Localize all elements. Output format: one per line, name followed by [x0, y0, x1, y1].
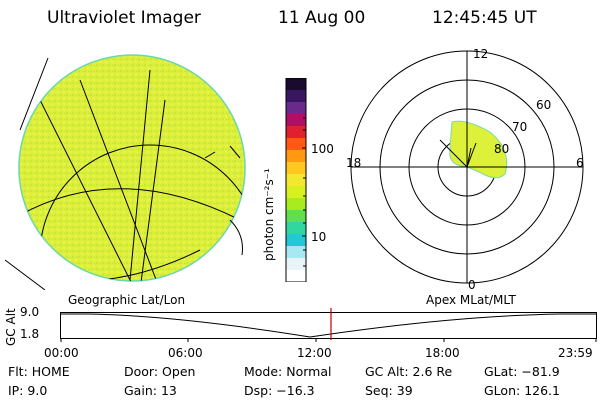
mlt-label-6: 6 [576, 156, 584, 170]
timeline-ytick-top: 9.0 [20, 305, 40, 319]
apex-caption: Apex MLat/MLT [426, 293, 516, 307]
timeline-xtick-0: 00:00 [44, 346, 79, 360]
status-gcalt: GC Alt: 2.6 Re [365, 364, 453, 379]
mlt-label-12: 12 [473, 47, 489, 61]
timeline-xtick-3: 18:00 [425, 346, 460, 360]
altitude-timeline [60, 308, 597, 342]
altitude-curve [60, 313, 596, 338]
timeline-xtick-1: 06:00 [168, 346, 203, 360]
colorbar-swatch [286, 258, 306, 271]
status-ip: IP: 9.0 [8, 383, 48, 398]
colorbar-swatch [286, 150, 306, 163]
colorbar-swatch [286, 246, 306, 259]
colorbar-tick-10: 10 [311, 230, 327, 244]
colorbar-tick-100: 100 [311, 142, 334, 156]
status-dsp: Dsp: −16.3 [244, 383, 315, 398]
colorbar-swatch [286, 114, 306, 127]
geographic-caption: Geographic Lat/Lon [68, 293, 186, 307]
instrument-title: Ultraviolet Imager [47, 8, 201, 28]
colorbar-swatch [286, 90, 306, 103]
status-glat: GLat: −81.9 [484, 364, 560, 379]
colorbar-unit-label: photon cm⁻²s⁻¹ [262, 168, 276, 261]
colorbar-swatch [286, 102, 306, 115]
status-mode: Mode: Normal [244, 364, 332, 379]
colorbar-swatch [286, 126, 306, 139]
colorbar-swatch [286, 78, 306, 91]
colorbar-swatch [286, 198, 306, 211]
timeline-xtick-2: 12:00 [297, 346, 332, 360]
colorbar-swatch [286, 270, 306, 282]
colorbar-swatch [286, 222, 306, 235]
colorbar [285, 78, 307, 282]
date-label: 11 Aug 00 [278, 8, 366, 28]
colorbar-swatch [286, 186, 306, 199]
time-label: 12:45:45 UT [432, 8, 537, 28]
colorbar-swatch [286, 234, 306, 247]
mlat-label-70: 70 [512, 120, 528, 134]
status-glon: GLon: 126.1 [484, 383, 560, 398]
mlt-label-0: 0 [468, 278, 476, 292]
status-flt: Flt: HOME [8, 364, 70, 379]
colorbar-swatch [286, 210, 306, 223]
colorbar-swatch [286, 162, 306, 175]
timeline-ytick-bottom: 1.8 [20, 327, 40, 341]
mlt-label-18: 18 [346, 156, 362, 170]
status-seq: Seq: 39 [365, 383, 413, 398]
polar-axes [351, 51, 583, 283]
offdisk-grid [4, 57, 243, 290]
geographic-image [4, 54, 246, 290]
earth-disk [18, 54, 246, 282]
timeline-xtick-4: 23:59 [558, 346, 593, 360]
timeline-axis-label: GC Alt [4, 308, 18, 346]
colorbar-swatch [286, 174, 306, 187]
mlat-label-80: 80 [494, 142, 510, 156]
status-door: Door: Open [124, 364, 196, 379]
status-gain: Gain: 13 [124, 383, 177, 398]
colorbar-swatch [286, 138, 306, 151]
mlat-label-60: 60 [536, 98, 552, 112]
polar-plot [350, 50, 584, 284]
